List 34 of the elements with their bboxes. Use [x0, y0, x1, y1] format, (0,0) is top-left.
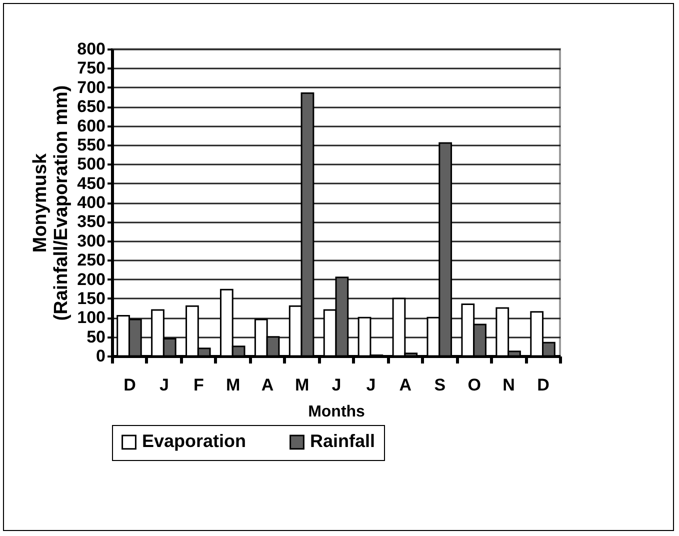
y-tick-label: 200	[77, 270, 106, 289]
y-tick-label: 800	[77, 40, 106, 58]
y-tick-label: 550	[77, 135, 106, 154]
y-tick-label: 150	[77, 288, 106, 308]
x-tick-label: D	[124, 376, 136, 394]
x-tick-label: F	[193, 376, 204, 394]
y-tick-label: 300	[77, 231, 106, 250]
x-tick-label: O	[468, 376, 481, 394]
y-tick-label: 350	[77, 212, 106, 232]
y-tick-label: 400	[77, 193, 106, 212]
x-tick-label: A	[261, 376, 274, 394]
y-tick-label: 250	[77, 250, 106, 270]
x-tick-label: S	[434, 376, 446, 394]
y-tick-label: 100	[77, 308, 106, 328]
y-axis-title: Monymusk (Rainfall/Evaporation mm)	[30, 85, 72, 321]
x-tick-label: D	[537, 376, 550, 394]
y-tick-label: 600	[77, 116, 106, 136]
legend-label: Evaporation	[142, 431, 246, 452]
x-axis-title: Months	[308, 404, 366, 420]
y-tick-label: 500	[77, 154, 106, 174]
x-tick-label: M	[226, 376, 240, 394]
y-tick-label: 650	[77, 97, 106, 116]
x-tick-label: A	[399, 376, 412, 394]
x-tick-label: J	[159, 376, 169, 394]
y-tick-label: 450	[77, 174, 106, 193]
x-tick-label: N	[502, 376, 515, 394]
x-tick-label: M	[294, 376, 310, 394]
legend-label: Rainfall	[310, 431, 376, 452]
y-tick-label: 700	[77, 78, 106, 97]
y-tick-label: 750	[77, 58, 106, 78]
x-tick-label: J	[332, 376, 342, 394]
y-tick-label: 50	[86, 327, 106, 346]
y-tick-label: 0	[96, 346, 106, 366]
x-tick-label: J	[366, 376, 376, 394]
